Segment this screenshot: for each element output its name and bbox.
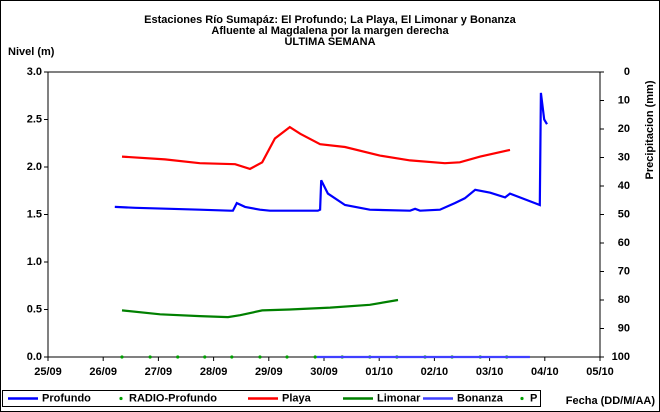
x-tick-label: 29/09 [255,366,283,378]
y2-tick-label: 60 [618,237,630,249]
dot [285,355,289,359]
legend-label: Bonanza [457,392,504,404]
chart-title: Estaciones Río Sumapáz: El Profundo; La … [144,14,517,26]
x-tick-label: 02/10 [421,366,449,378]
y2-tick-label: 80 [618,294,630,306]
series-line [121,125,511,171]
chart-subtitle: ULTIMA SEMANA [284,36,375,48]
x-tick-label: 27/09 [145,366,173,378]
legend-label: P [530,392,537,404]
dot [148,355,152,359]
dot [203,355,207,359]
y2-tick-label: 40 [618,180,630,192]
legend-marker [520,396,524,401]
y-tick-label: 0.5 [27,303,42,315]
y2-tick-label: 70 [618,265,630,277]
x-tick-label: 28/09 [200,366,228,378]
x-tick-label: 26/09 [89,366,117,378]
y-tick-label: 1.0 [27,256,42,268]
legend-marker [119,396,123,401]
legend-label: Limonar [377,392,421,404]
legend-label: Playa [282,392,312,404]
y-axis-label: Nivel (m) [8,46,55,58]
series-line [114,92,548,212]
x-tick-label: 01/10 [365,366,393,378]
series-line [121,298,399,319]
y-tick-label: 2.0 [27,161,42,173]
legend-label: Profundo [42,392,91,404]
y2-tick-label: 50 [618,208,630,220]
y2-tick-label: 0 [624,66,630,78]
y-tick-label: 0.0 [27,351,42,363]
y-tick-label: 2.5 [27,113,42,125]
dot [176,355,180,359]
chart-subtitle: Afluente al Magdalena por la margen dere… [211,25,449,37]
y2-tick-label: 10 [618,94,630,106]
x-tick-label: 30/09 [310,366,338,378]
x-tick-label: 25/09 [34,366,62,378]
y-tick-label: 3.0 [27,66,42,78]
x-axis-label: Fecha (DD/M/AA) [566,395,656,407]
x-tick-label: 04/10 [531,366,559,378]
y2-tick-label: 100 [612,351,630,363]
x-tick-label: 05/10 [586,366,614,378]
y2-tick-label: 90 [618,322,630,334]
y2-axis-label: Precipitacion (mm) [644,80,656,179]
dot [258,355,262,359]
dot [230,355,234,359]
y2-tick-label: 20 [618,123,630,135]
y-tick-label: 1.5 [27,208,42,220]
dot [313,355,317,359]
dot [120,355,124,359]
x-tick-label: 03/10 [476,366,504,378]
legend-label: RADIO-Profundo [129,392,217,404]
y2-tick-label: 30 [618,151,630,163]
